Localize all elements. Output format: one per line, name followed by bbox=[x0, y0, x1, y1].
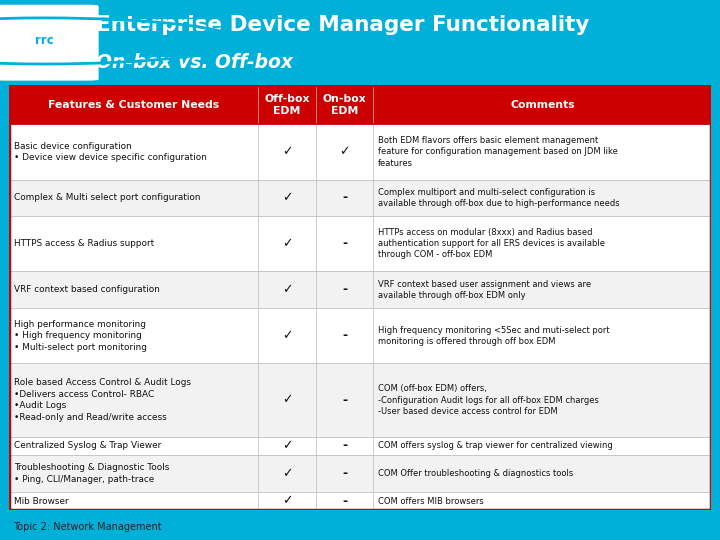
Text: COM offers syslog & trap viewer for centralized viewing: COM offers syslog & trap viewer for cent… bbox=[377, 442, 612, 450]
Text: ✓: ✓ bbox=[282, 495, 292, 508]
Text: VRF context based configuration: VRF context based configuration bbox=[14, 285, 159, 294]
Text: Complex & Multi select port configuration: Complex & Multi select port configuratio… bbox=[14, 193, 200, 202]
FancyBboxPatch shape bbox=[0, 5, 99, 80]
Text: Centralized Syslog & Trap Viewer: Centralized Syslog & Trap Viewer bbox=[14, 442, 161, 450]
Text: ✓: ✓ bbox=[282, 467, 292, 480]
Text: Features & Customer Needs: Features & Customer Needs bbox=[48, 100, 219, 110]
Bar bbox=[9, 455, 711, 492]
Text: -: - bbox=[342, 467, 347, 480]
Text: ✓: ✓ bbox=[339, 145, 350, 158]
Bar bbox=[9, 272, 711, 308]
Text: -: - bbox=[342, 329, 347, 342]
Text: VRF context based user assignment and views are
available through off-box EDM on: VRF context based user assignment and vi… bbox=[377, 280, 590, 300]
Text: Mib Browser: Mib Browser bbox=[14, 497, 68, 505]
Bar bbox=[9, 363, 711, 437]
Bar bbox=[9, 179, 711, 217]
Text: Comments: Comments bbox=[510, 100, 575, 110]
Text: Basic device configuration
• Device view device specific configuration: Basic device configuration • Device view… bbox=[14, 142, 207, 162]
Text: HTTPs access on modular (8xxx) and Radius based
authentication support for all E: HTTPs access on modular (8xxx) and Radiu… bbox=[377, 228, 605, 259]
Text: ✓: ✓ bbox=[282, 394, 292, 407]
Text: COM offers MIB browsers: COM offers MIB browsers bbox=[377, 497, 483, 505]
Bar bbox=[9, 124, 711, 179]
Text: -: - bbox=[342, 440, 347, 453]
Text: rrc: rrc bbox=[35, 35, 54, 48]
Text: ✓: ✓ bbox=[282, 440, 292, 453]
Text: HTTPS access & Radius support: HTTPS access & Radius support bbox=[14, 239, 154, 248]
Text: COM (off-box EDM) offers,
-Configuration Audit logs for all off-box EDM charges
: COM (off-box EDM) offers, -Configuration… bbox=[377, 384, 598, 416]
Text: -: - bbox=[342, 191, 347, 205]
Bar bbox=[9, 217, 711, 272]
Text: ✓: ✓ bbox=[282, 238, 292, 251]
Text: Enterprise Device Manager Functionality: Enterprise Device Manager Functionality bbox=[96, 15, 589, 35]
Text: High frequency monitoring <5Sec and muti-select port
monitoring is offered throu: High frequency monitoring <5Sec and muti… bbox=[377, 326, 609, 346]
Text: ✓: ✓ bbox=[282, 191, 292, 205]
Bar bbox=[9, 437, 711, 455]
Text: -: - bbox=[342, 238, 347, 251]
Text: ✓: ✓ bbox=[282, 145, 292, 158]
Text: Complex multiport and multi-select configuration is
available through off-box du: Complex multiport and multi-select confi… bbox=[377, 188, 619, 208]
Bar bbox=[9, 308, 711, 363]
Text: -: - bbox=[342, 495, 347, 508]
Text: ✓: ✓ bbox=[282, 284, 292, 296]
Text: Role based Access Control & Audit Logs
•Delivers access Control- RBAC
•Audit Log: Role based Access Control & Audit Logs •… bbox=[14, 379, 191, 422]
Text: -: - bbox=[342, 284, 347, 296]
Text: COM Offer troubleshooting & diagnostics tools: COM Offer troubleshooting & diagnostics … bbox=[377, 469, 573, 478]
Text: Both EDM flavors offers basic element management
feature for configuration manag: Both EDM flavors offers basic element ma… bbox=[377, 137, 618, 167]
Text: High performance monitoring
• High frequency monitoring
• Multi-select port moni: High performance monitoring • High frequ… bbox=[14, 320, 146, 352]
Text: Topic 2: Network Management: Topic 2: Network Management bbox=[13, 522, 161, 532]
Bar bbox=[9, 492, 711, 510]
Text: On-box
EDM: On-box EDM bbox=[323, 94, 366, 116]
Text: Off-box
EDM: Off-box EDM bbox=[264, 94, 310, 116]
Text: On-box vs. Off-box: On-box vs. Off-box bbox=[96, 53, 293, 72]
Bar bbox=[9, 85, 711, 124]
Text: -: - bbox=[342, 394, 347, 407]
Text: ✓: ✓ bbox=[282, 329, 292, 342]
Text: Troubleshooting & Diagnostic Tools
• Ping, CLI/Manager, path-trace: Troubleshooting & Diagnostic Tools • Pin… bbox=[14, 463, 169, 484]
